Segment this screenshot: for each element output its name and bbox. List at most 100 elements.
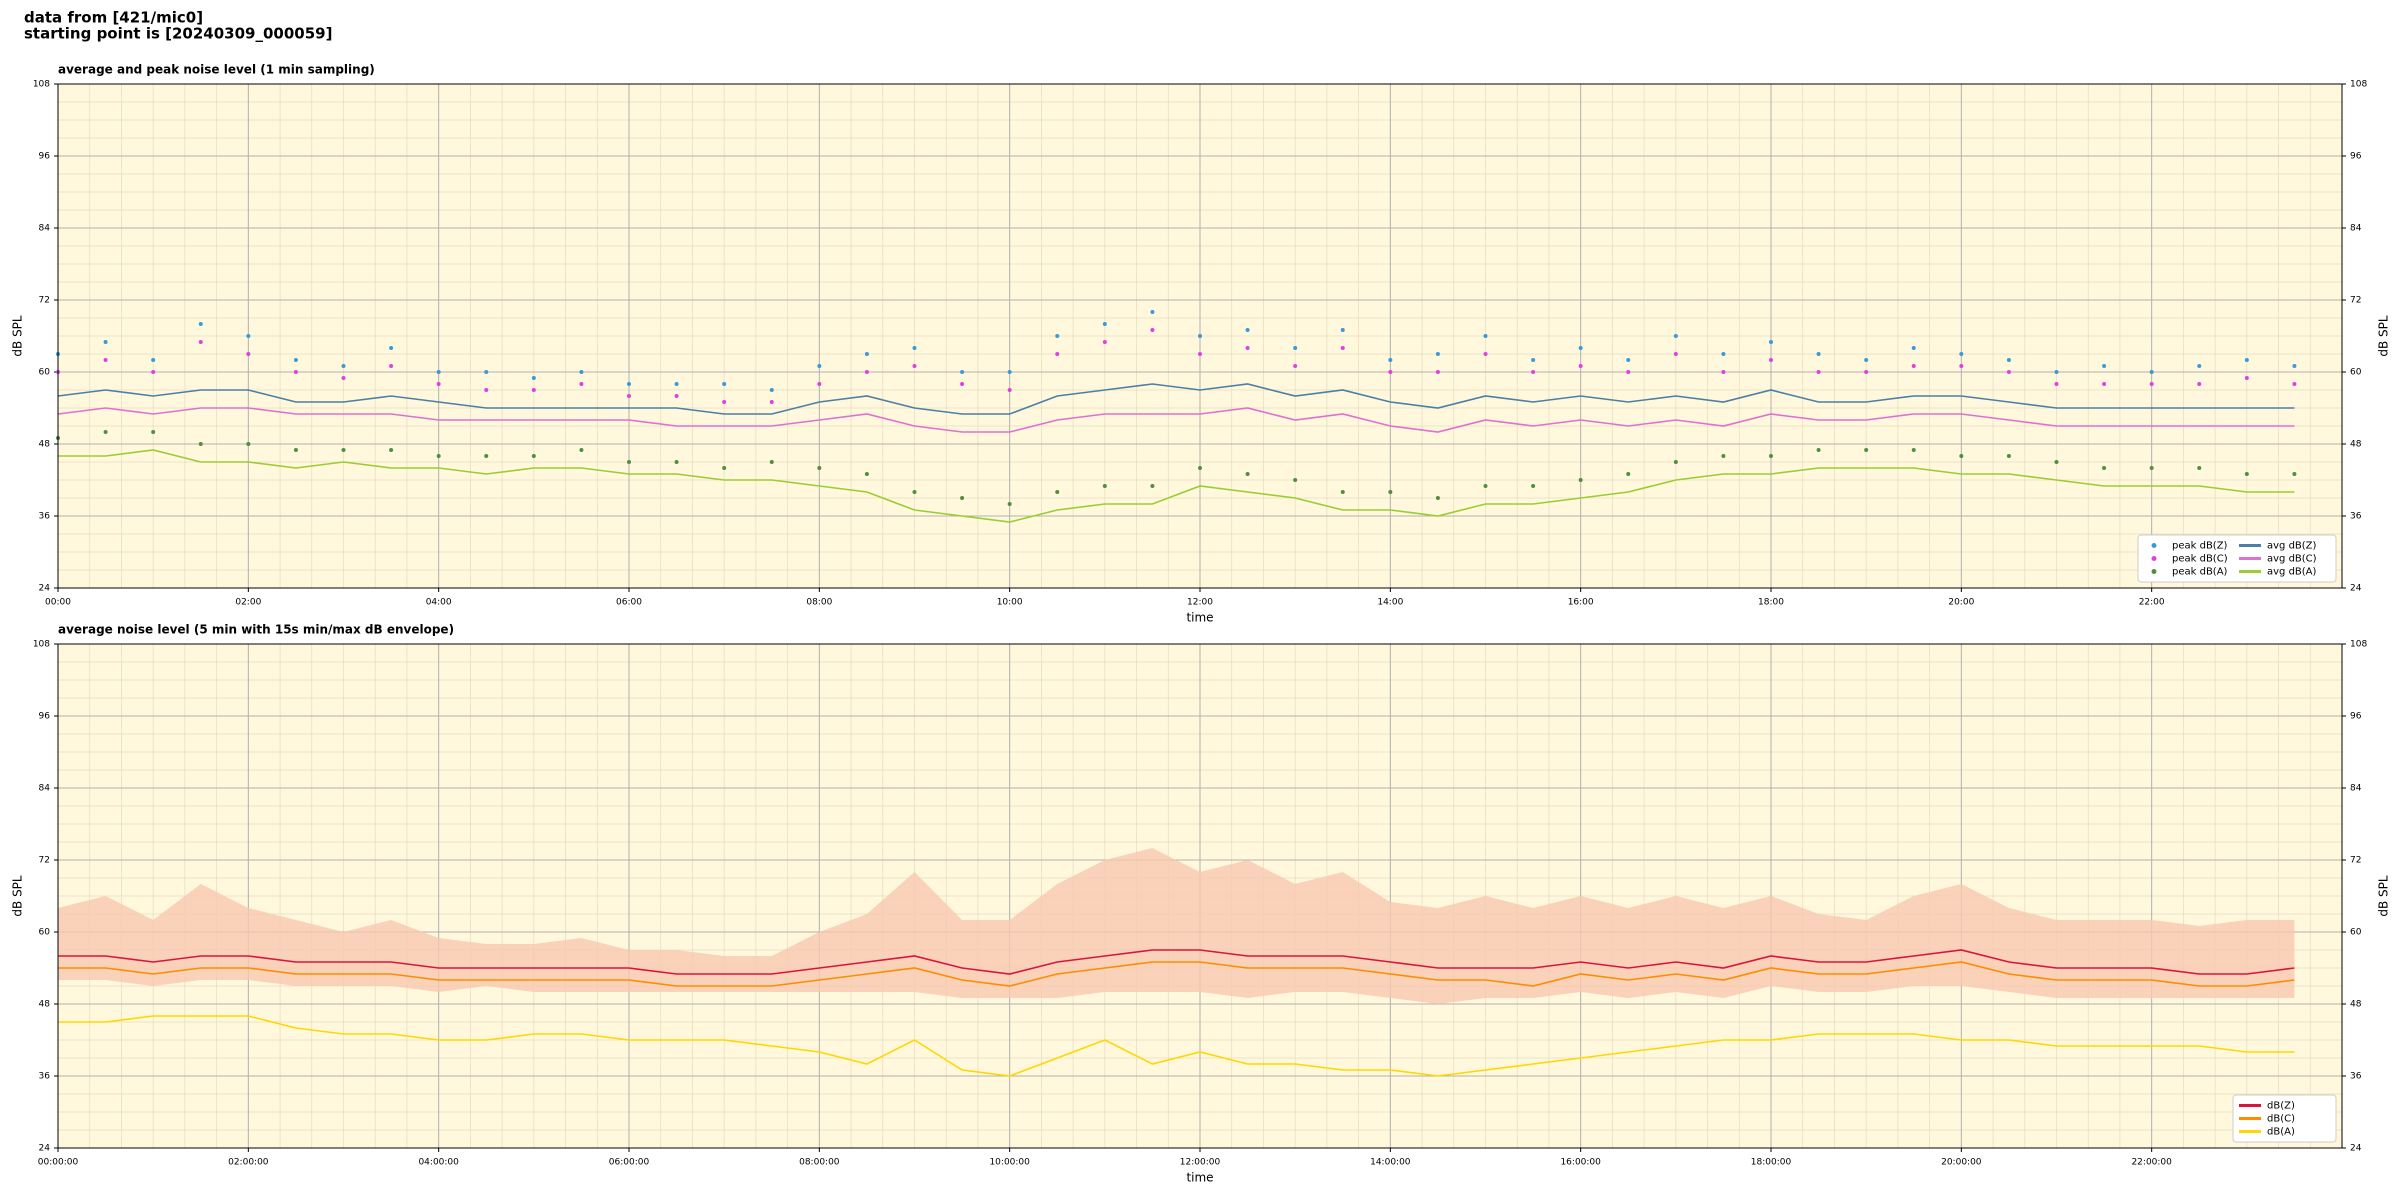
peak-point <box>1721 370 1726 374</box>
plot-frame <box>57 83 2343 589</box>
peak-point <box>1435 496 1440 500</box>
peak-point <box>198 442 203 446</box>
peak-point <box>246 352 251 356</box>
peak-point <box>103 430 108 434</box>
peak-point <box>579 370 584 374</box>
legend-label: peak dB(Z) <box>2172 541 2228 552</box>
y-tick-label: 84 <box>39 224 51 234</box>
peak-point <box>198 322 203 326</box>
peak-point <box>389 346 394 350</box>
peak-point <box>484 388 489 392</box>
peak-point <box>1102 322 1107 326</box>
y2-tick-label: 60 <box>2350 368 2362 378</box>
series-line <box>58 961 2295 987</box>
peak-point <box>1531 370 1536 374</box>
peak-point <box>912 346 917 350</box>
x-tick-label: 18:00 <box>1758 598 1784 608</box>
peak-point <box>1198 466 1202 470</box>
peak-point <box>2197 364 2202 368</box>
peak-point <box>2149 370 2154 374</box>
peak-point <box>389 448 394 452</box>
peak-point <box>960 382 965 386</box>
peak-point <box>1150 328 1155 332</box>
peak-point <box>531 388 536 392</box>
peak-point <box>293 358 298 362</box>
y-tick-label: 48 <box>39 1000 51 1010</box>
peak-point <box>151 358 156 362</box>
peak-point <box>1959 364 1964 368</box>
y2-tick-label: 84 <box>2350 784 2362 794</box>
peak-point <box>1007 502 1012 506</box>
peak-point <box>1864 448 1869 452</box>
series-line <box>57 383 2295 415</box>
peak-point <box>2197 466 2202 470</box>
peak-point <box>246 334 251 338</box>
peak-point <box>1816 370 1821 374</box>
peak-point <box>1150 310 1155 314</box>
y-tick-label: 60 <box>39 368 51 378</box>
peak-point <box>1007 388 1012 392</box>
legend-label: avg dB(A) <box>2267 567 2317 578</box>
peak-point <box>627 460 631 464</box>
y2-tick-label: 108 <box>2350 640 2367 650</box>
y2-tick-label: 108 <box>2350 80 2367 90</box>
legend-label: peak dB(A) <box>2172 567 2228 578</box>
peak-point <box>2244 358 2249 362</box>
peak-point <box>1864 358 1869 362</box>
legend-label: dB(A) <box>2267 1127 2295 1138</box>
legend-label: peak dB(C) <box>2172 554 2228 565</box>
peak-point <box>1816 448 1821 452</box>
peak-point <box>1673 352 1678 356</box>
peak-point <box>341 448 346 452</box>
x-tick-label: 08:00 <box>806 598 832 608</box>
peak-point <box>436 454 441 458</box>
peak-point <box>1864 370 1869 374</box>
peak-point <box>103 340 108 344</box>
peak-point <box>2292 382 2297 386</box>
peak-point <box>198 340 203 344</box>
x-axis-label: time <box>1186 1171 1213 1185</box>
peak-point <box>389 364 394 368</box>
peak-point <box>1435 370 1440 374</box>
peak-point <box>1721 454 1726 458</box>
legend-marker <box>2151 543 2157 548</box>
peak-point <box>1673 460 1678 464</box>
y-tick-label: 96 <box>39 152 51 162</box>
y-tick-label: 24 <box>39 1144 51 1154</box>
peak-point <box>960 496 965 500</box>
peak-point <box>1245 328 1250 332</box>
peak-point <box>2197 382 2202 386</box>
peak-point <box>1198 334 1202 338</box>
legend-label: avg dB(C) <box>2267 554 2317 565</box>
x-tick-label: 12:00:00 <box>1180 1158 1221 1168</box>
y-axis-label: dB SPL <box>11 315 25 357</box>
peak-point <box>912 490 917 494</box>
y2-tick-label: 36 <box>2350 1072 2362 1082</box>
peak-point <box>1911 364 1916 368</box>
y2-tick-label: 72 <box>2350 296 2361 306</box>
peak-point <box>2006 370 2011 374</box>
peak-point <box>817 364 822 368</box>
y2-axis-label: dB SPL <box>2377 315 2391 357</box>
peak-point <box>1293 346 1298 350</box>
peak-point <box>1388 490 1393 494</box>
header-source: data from [421/mic0] <box>24 9 203 27</box>
x-tick-label: 22:00:00 <box>2131 1158 2172 1168</box>
peak-point <box>864 472 869 476</box>
peak-point <box>912 364 917 368</box>
x-tick-label: 22:00 <box>2139 598 2165 608</box>
y2-tick-label: 96 <box>2350 712 2362 722</box>
peak-point <box>2006 454 2011 458</box>
x-tick-label: 04:00:00 <box>418 1158 459 1168</box>
peak-point <box>2292 472 2297 476</box>
peak-point <box>1293 478 1298 482</box>
x-tick-label: 20:00 <box>1948 598 1974 608</box>
peak-point <box>627 394 631 398</box>
x-tick-label: 06:00 <box>616 598 642 608</box>
peak-point <box>1959 454 1964 458</box>
series-line <box>58 949 2295 975</box>
peak-point <box>436 382 441 386</box>
peak-point <box>293 370 298 374</box>
peak-point <box>1911 346 1916 350</box>
peak-point <box>722 400 727 404</box>
